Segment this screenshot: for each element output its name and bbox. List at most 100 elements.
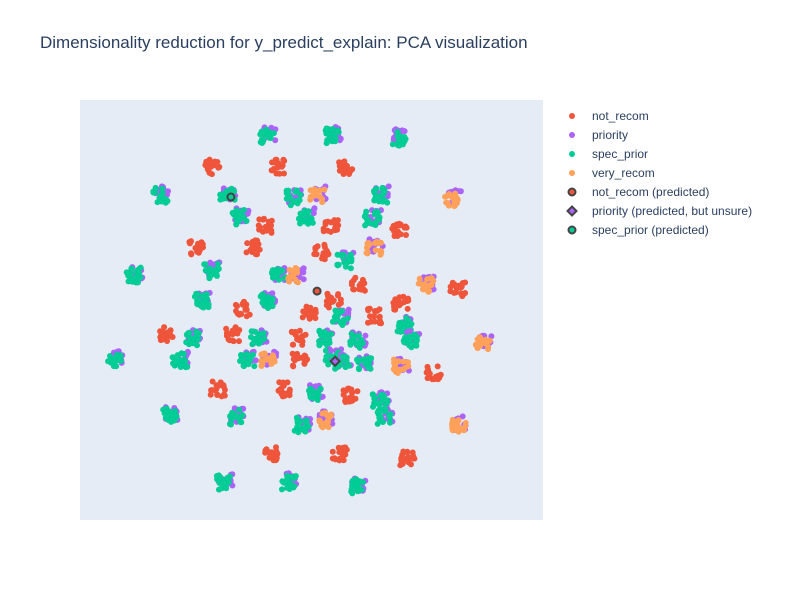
data-point[interactable]	[453, 289, 459, 296]
data-point[interactable]	[344, 315, 351, 322]
data-point[interactable]	[285, 192, 292, 199]
data-point[interactable]	[323, 247, 330, 254]
data-point[interactable]	[325, 129, 332, 136]
point-cluster[interactable]	[268, 156, 288, 177]
point-cluster[interactable]	[389, 126, 409, 149]
point-cluster[interactable]	[374, 406, 396, 427]
data-point[interactable]	[250, 340, 256, 347]
data-point[interactable]	[401, 299, 408, 306]
data-point[interactable]	[334, 251, 341, 258]
data-point[interactable]	[329, 448, 336, 455]
point-cluster[interactable]	[262, 444, 281, 464]
data-point[interactable]	[276, 170, 283, 177]
data-point[interactable]	[251, 363, 258, 370]
data-point[interactable]	[419, 281, 426, 288]
data-point[interactable]	[223, 325, 230, 332]
point-cluster[interactable]	[389, 220, 410, 239]
data-point[interactable]	[236, 406, 243, 413]
data-point[interactable]	[297, 191, 304, 198]
data-point[interactable]	[234, 303, 240, 310]
data-point[interactable]	[294, 417, 301, 424]
data-point[interactable]	[214, 391, 221, 398]
point-cluster[interactable]	[442, 187, 464, 210]
data-point[interactable]	[325, 293, 332, 299]
data-point[interactable]	[391, 233, 398, 239]
data-point[interactable]	[277, 386, 283, 393]
data-point[interactable]	[268, 227, 275, 234]
data-point[interactable]	[286, 392, 293, 399]
legend-item[interactable]: not_recom (predicted)	[562, 182, 752, 201]
data-point[interactable]	[340, 251, 347, 258]
data-point[interactable]	[354, 356, 360, 363]
data-point[interactable]	[371, 189, 378, 196]
data-point[interactable]	[221, 391, 228, 398]
point-cluster[interactable]	[279, 470, 300, 493]
data-point[interactable]	[243, 313, 250, 320]
data-point[interactable]	[387, 419, 393, 426]
data-point[interactable]	[261, 335, 268, 342]
point-cluster[interactable]	[202, 156, 223, 178]
data-point[interactable]	[194, 342, 200, 349]
data-point[interactable]	[384, 397, 390, 404]
data-point[interactable]	[356, 344, 363, 351]
data-point[interactable]	[231, 414, 238, 420]
point-cluster[interactable]	[105, 348, 126, 370]
data-point[interactable]	[261, 356, 268, 363]
legend-item[interactable]: spec_prior	[562, 144, 752, 163]
data-point[interactable]	[329, 455, 336, 462]
data-point[interactable]	[325, 137, 332, 144]
data-point[interactable]	[150, 188, 157, 195]
data-point[interactable]	[312, 246, 319, 252]
data-point[interactable]	[327, 413, 334, 420]
data-point[interactable]	[376, 198, 382, 205]
data-point[interactable]	[276, 276, 282, 283]
data-point[interactable]	[290, 484, 297, 491]
data-point[interactable]	[259, 295, 266, 302]
data-point[interactable]	[214, 159, 221, 165]
data-point[interactable]	[263, 126, 270, 133]
point-cluster[interactable]	[223, 324, 243, 345]
legend-item[interactable]: spec_prior (predicted)	[562, 220, 752, 239]
point-cluster[interactable]	[201, 259, 223, 282]
data-point[interactable]	[332, 307, 339, 314]
data-point[interactable]	[291, 353, 298, 360]
data-point[interactable]	[302, 331, 309, 338]
data-point[interactable]	[217, 379, 224, 386]
data-point[interactable]	[344, 162, 350, 169]
data-point[interactable]	[311, 250, 318, 257]
data-point[interactable]	[164, 407, 171, 414]
point-cluster[interactable]	[186, 238, 206, 258]
data-point[interactable]	[321, 186, 328, 193]
point-cluster[interactable]	[285, 265, 307, 286]
data-point[interactable]	[444, 199, 451, 206]
data-point[interactable]	[221, 386, 228, 393]
point-cluster[interactable]	[207, 378, 228, 400]
data-point[interactable]	[296, 327, 303, 334]
data-point[interactable]	[387, 411, 394, 418]
data-point[interactable]	[209, 387, 216, 394]
data-point[interactable]	[485, 343, 492, 350]
data-point[interactable]	[269, 159, 275, 166]
data-point[interactable]	[330, 137, 337, 144]
data-point[interactable]	[213, 273, 220, 279]
point-cluster[interactable]	[229, 205, 252, 228]
point-cluster[interactable]	[320, 217, 342, 235]
data-point[interactable]	[394, 367, 401, 374]
data-point[interactable]	[292, 473, 299, 479]
point-cluster[interactable]	[415, 273, 437, 295]
data-point[interactable]	[257, 131, 264, 138]
data-point[interactable]	[405, 295, 412, 302]
data-point[interactable]	[326, 337, 333, 343]
data-point[interactable]	[209, 378, 216, 385]
data-point[interactable]	[447, 288, 454, 295]
data-point[interactable]	[342, 263, 349, 270]
point-cluster[interactable]	[258, 348, 280, 369]
data-point[interactable]	[458, 290, 465, 297]
data-point[interactable]	[425, 288, 432, 295]
data-point[interactable]	[224, 475, 231, 482]
data-point[interactable]	[336, 309, 343, 316]
data-point[interactable]	[301, 360, 308, 367]
data-point[interactable]	[317, 418, 324, 425]
data-point[interactable]	[257, 224, 263, 231]
data-point[interactable]	[186, 240, 193, 247]
